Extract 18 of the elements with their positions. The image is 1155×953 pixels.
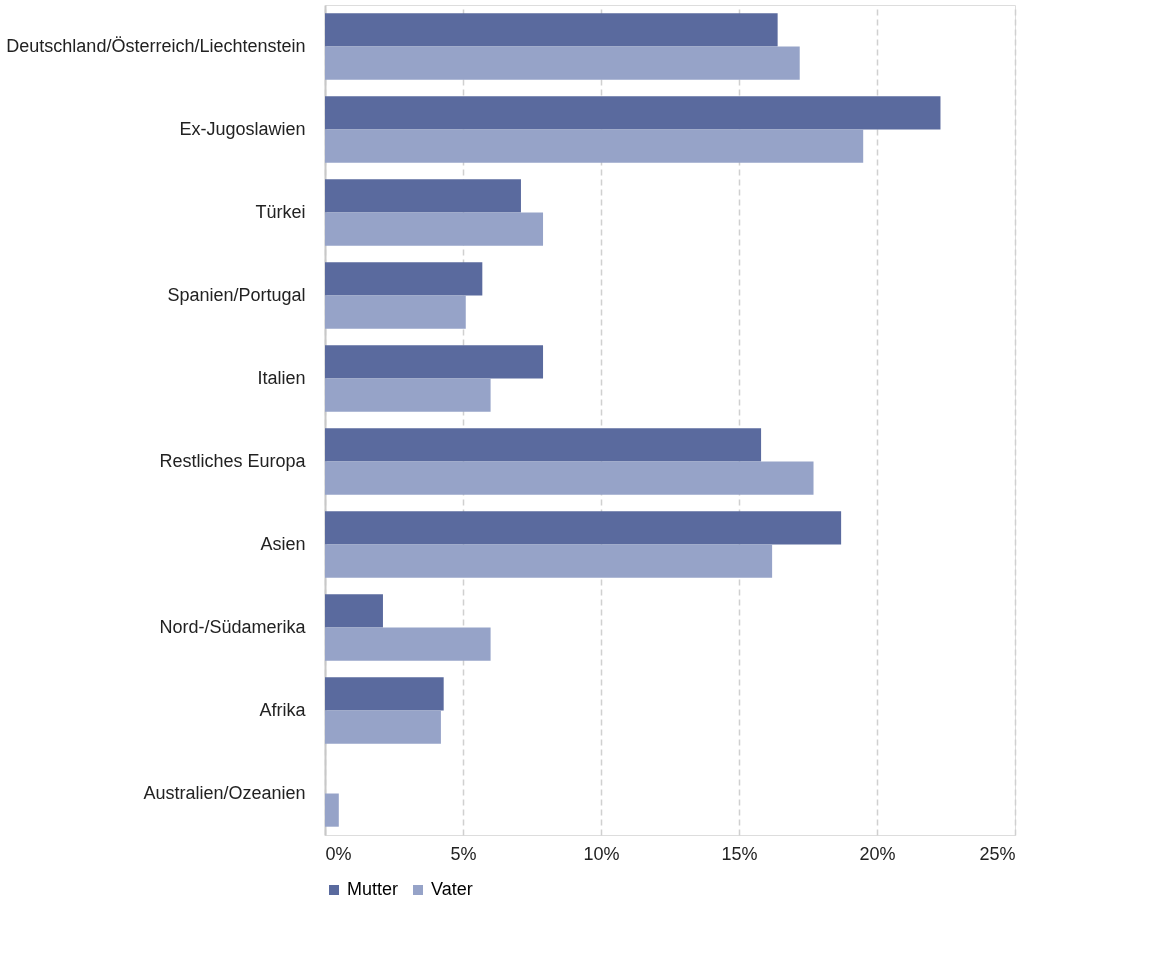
y-tick-label: Türkei: [255, 201, 306, 222]
legend-label: Vater: [431, 879, 473, 899]
y-tick-label: Australien/Ozeanien: [143, 782, 306, 803]
x-tick-label: 10%: [583, 843, 620, 864]
x-tick-label: 20%: [859, 843, 896, 864]
y-tick-label: Spanien/Portugal: [167, 284, 306, 305]
x-tick-label: 15%: [721, 843, 758, 864]
y-tick-label: Asien: [260, 533, 306, 554]
y-tick-label: Ex-Jugoslawien: [179, 118, 306, 139]
legend-label: Mutter: [347, 879, 399, 899]
y-tick-label: Deutschland/Österreich/Liechtenstein: [6, 35, 306, 56]
x-tick-label: 5%: [450, 843, 477, 864]
y-tick-label: Restliches Europa: [159, 450, 307, 471]
x-tick-label: 25%: [979, 843, 1016, 864]
y-tick-label: Italien: [257, 367, 306, 388]
y-tick-label: Nord-/Südamerika: [159, 616, 307, 637]
y-tick-label: Afrika: [259, 699, 307, 720]
x-tick-label: 0%: [325, 843, 352, 864]
